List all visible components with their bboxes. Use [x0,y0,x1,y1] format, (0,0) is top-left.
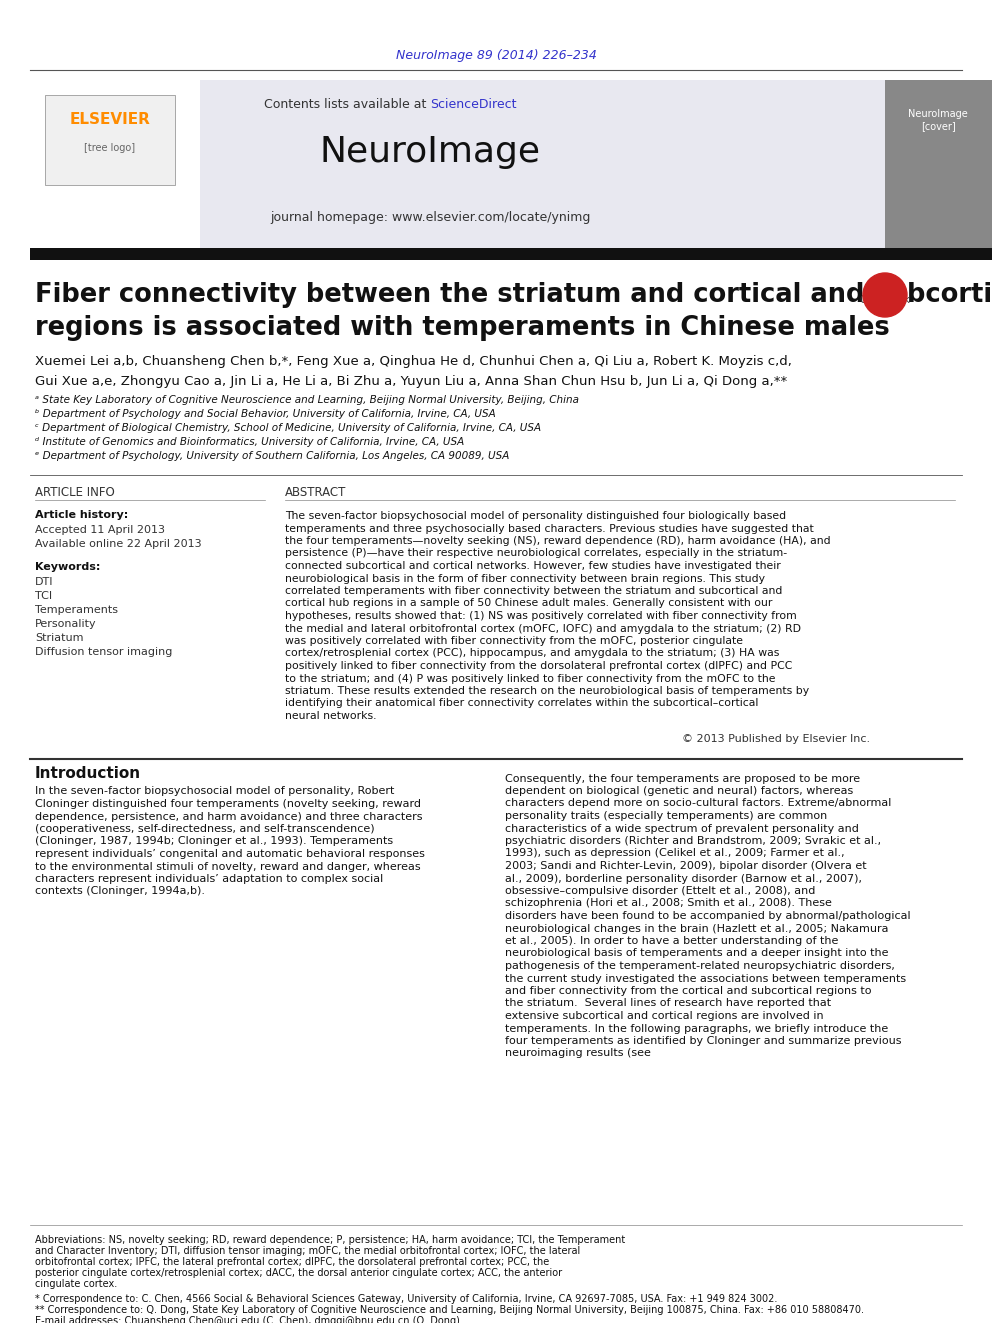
Text: al., 2009), borderline personality disorder (Barnow et al., 2007),: al., 2009), borderline personality disor… [505,873,862,884]
Text: ᵉ Department of Psychology, University of Southern California, Los Angeles, CA 9: ᵉ Department of Psychology, University o… [35,451,509,460]
Text: 2003; Sandi and Richter-Levin, 2009), bipolar disorder (Olvera et: 2003; Sandi and Richter-Levin, 2009), bi… [505,861,867,871]
Text: (Cloninger, 1987, 1994b; Cloninger et al., 1993). Temperaments: (Cloninger, 1987, 1994b; Cloninger et al… [35,836,393,847]
Text: contexts (Cloninger, 1994a,b).: contexts (Cloninger, 1994a,b). [35,886,205,897]
Text: neuroimaging results (see: neuroimaging results (see [505,1049,651,1058]
Text: to the striatum; and (4) P was positively linked to fiber connectivity from the : to the striatum; and (4) P was positivel… [285,673,776,684]
Text: schizophrenia (Hori et al., 2008; Smith et al., 2008). These: schizophrenia (Hori et al., 2008; Smith … [505,898,832,909]
Text: correlated temperaments with fiber connectivity between the striatum and subcort: correlated temperaments with fiber conne… [285,586,783,595]
Text: journal homepage: www.elsevier.com/locate/ynimg: journal homepage: www.elsevier.com/locat… [270,212,590,225]
Text: cingulate cortex.: cingulate cortex. [35,1279,117,1289]
Text: Cloninger distinguished four temperaments (novelty seeking, reward: Cloninger distinguished four temperament… [35,799,421,808]
Text: DTI: DTI [35,577,54,587]
Text: temperaments. In the following paragraphs, we briefly introduce the: temperaments. In the following paragraph… [505,1024,888,1033]
Text: the medial and lateral orbitofrontal cortex (mOFC, IOFC) and amygdala to the str: the medial and lateral orbitofrontal cor… [285,623,801,634]
Text: extensive subcortical and cortical regions are involved in: extensive subcortical and cortical regio… [505,1011,823,1021]
Text: © 2013 Published by Elsevier Inc.: © 2013 Published by Elsevier Inc. [682,733,870,744]
Text: personality traits (especially temperaments) are common: personality traits (especially temperame… [505,811,827,822]
Text: ELSEVIER: ELSEVIER [69,112,151,127]
Bar [30,247,992,261]
Text: Striatum: Striatum [35,632,83,643]
Text: temperaments and three psychosocially based characters. Previous studies have su: temperaments and three psychosocially ba… [285,524,813,533]
Text: ᵇ Department of Psychology and Social Behavior, University of California, Irvine: ᵇ Department of Psychology and Social Be… [35,409,496,419]
Text: Fiber connectivity between the striatum and cortical and subcortical: Fiber connectivity between the striatum … [35,282,992,308]
Text: pathogenesis of the temperament-related neuropsychiatric disorders,: pathogenesis of the temperament-related … [505,960,895,971]
Text: Personality: Personality [35,619,96,628]
Text: TCI: TCI [35,591,53,601]
Text: dependence, persistence, and harm avoidance) and three characters: dependence, persistence, and harm avoida… [35,811,423,822]
Text: [tree logo]: [tree logo] [84,143,136,153]
Text: characters represent individuals’ adaptation to complex social: characters represent individuals’ adapta… [35,875,383,884]
Text: Xuemei Lei a,b, Chuansheng Chen b,*, Feng Xue a, Qinghua He d, Chunhui Chen a, Q: Xuemei Lei a,b, Chuansheng Chen b,*, Fen… [35,356,792,369]
Text: Introduction: Introduction [35,766,141,781]
FancyBboxPatch shape [30,79,200,250]
Text: characteristics of a wide spectrum of prevalent personality and: characteristics of a wide spectrum of pr… [505,823,859,833]
Text: neurobiological basis in the form of fiber connectivity between brain regions. T: neurobiological basis in the form of fib… [285,573,765,583]
Text: CrossMark: CrossMark [860,295,911,306]
Text: cortex/retrosplenial cortex (PCC), hippocampus, and amygdala to the striatum; (3: cortex/retrosplenial cortex (PCC), hippo… [285,648,780,659]
Bar [885,79,992,250]
Text: Accepted 11 April 2013: Accepted 11 April 2013 [35,525,165,534]
Text: striatum. These results extended the research on the neurobiological basis of te: striatum. These results extended the res… [285,687,809,696]
Text: E-mail addresses: Chuansheng.Chen@uci.edu (C. Chen), dmgqi@bnu.edu.cn (Q. Dong).: E-mail addresses: Chuansheng.Chen@uci.ed… [35,1316,463,1323]
Text: the current study investigated the associations between temperaments: the current study investigated the assoc… [505,974,906,983]
Text: the four temperaments—novelty seeking (NS), reward dependence (RD), harm avoidan: the four temperaments—novelty seeking (N… [285,536,830,546]
Text: ᶜ Department of Biological Chemistry, School of Medicine, University of Californ: ᶜ Department of Biological Chemistry, Sc… [35,423,541,433]
Text: Consequently, the four temperaments are proposed to be more: Consequently, the four temperaments are … [505,774,860,783]
Text: identifying their anatomical fiber connectivity correlates within the subcortica: identifying their anatomical fiber conne… [285,699,758,709]
Text: NeuroImage 89 (2014) 226–234: NeuroImage 89 (2014) 226–234 [396,49,596,61]
Text: ᵈ Institute of Genomics and Bioinformatics, University of California, Irvine, CA: ᵈ Institute of Genomics and Bioinformati… [35,437,464,447]
Text: Contents lists available at: Contents lists available at [264,98,430,111]
Text: the striatum.  Several lines of research have reported that: the striatum. Several lines of research … [505,999,831,1008]
Text: The seven-factor biopsychosocial model of personality distinguished four biologi: The seven-factor biopsychosocial model o… [285,511,786,521]
Text: posterior cingulate cortex/retrosplenial cortex; dACC, the dorsal anterior cingu: posterior cingulate cortex/retrosplenial… [35,1267,562,1278]
Text: ** Correspondence to: Q. Dong, State Key Laboratory of Cognitive Neuroscience an: ** Correspondence to: Q. Dong, State Key… [35,1304,864,1315]
Text: 1993), such as depression (Celikel et al., 2009; Farmer et al.,: 1993), such as depression (Celikel et al… [505,848,844,859]
Text: Keywords:: Keywords: [35,562,100,572]
Text: NeuroImage
[cover]: NeuroImage [cover] [908,110,968,131]
Text: * Correspondence to: C. Chen, 4566 Social & Behavioral Sciences Gateway, Univers: * Correspondence to: C. Chen, 4566 Socia… [35,1294,778,1304]
Text: neurobiological basis of temperaments and a deeper insight into the: neurobiological basis of temperaments an… [505,949,889,958]
Text: orbitofrontal cortex; lPFC, the lateral prefrontal cortex; dlPFC, the dorsolater: orbitofrontal cortex; lPFC, the lateral … [35,1257,550,1267]
Text: obsessive–compulsive disorder (Ettelt et al., 2008), and: obsessive–compulsive disorder (Ettelt et… [505,886,815,896]
Text: dependent on biological (genetic and neural) factors, whereas: dependent on biological (genetic and neu… [505,786,853,796]
Text: hypotheses, results showed that: (1) NS was positively correlated with fiber con: hypotheses, results showed that: (1) NS … [285,611,797,620]
Text: persistence (P)—have their respective neurobiological correlates, especially in : persistence (P)—have their respective ne… [285,549,787,558]
Text: was positively correlated with fiber connectivity from the mOFC, posterior cingu: was positively correlated with fiber con… [285,636,743,646]
Text: Article history:: Article history: [35,509,128,520]
Text: neurobiological changes in the brain (Hazlett et al., 2005; Nakamura: neurobiological changes in the brain (Ha… [505,923,889,934]
FancyBboxPatch shape [30,79,885,250]
Text: four temperaments as identified by Cloninger and summarize previous: four temperaments as identified by Cloni… [505,1036,902,1046]
Text: neural networks.: neural networks. [285,710,377,721]
Text: ᵃ State Key Laboratory of Cognitive Neuroscience and Learning, Beijing Normal Un: ᵃ State Key Laboratory of Cognitive Neur… [35,396,579,405]
Text: Gui Xue a,e, Zhongyu Cao a, Jin Li a, He Li a, Bi Zhu a, Yuyun Liu a, Anna Shan : Gui Xue a,e, Zhongyu Cao a, Jin Li a, He… [35,374,788,388]
Text: positively linked to fiber connectivity from the dorsolateral prefrontal cortex : positively linked to fiber connectivity … [285,662,793,671]
Text: (cooperativeness, self-directedness, and self-transcendence): (cooperativeness, self-directedness, and… [35,824,375,833]
Text: regions is associated with temperaments in Chinese males: regions is associated with temperaments … [35,315,890,341]
Text: represent individuals’ congenital and automatic behavioral responses: represent individuals’ congenital and au… [35,849,425,859]
Text: cortical hub regions in a sample of 50 Chinese adult males. Generally consistent: cortical hub regions in a sample of 50 C… [285,598,773,609]
Text: and fiber connectivity from the cortical and subcortical regions to: and fiber connectivity from the cortical… [505,986,872,996]
Text: psychiatric disorders (Richter and Brandstrom, 2009; Svrakic et al.,: psychiatric disorders (Richter and Brand… [505,836,881,845]
Text: disorders have been found to be accompanied by abnormal/pathological: disorders have been found to be accompan… [505,912,911,921]
Text: connected subcortical and cortical networks. However, few studies have investiga: connected subcortical and cortical netwo… [285,561,781,572]
Text: characters depend more on socio-cultural factors. Extreme/abnormal: characters depend more on socio-cultural… [505,799,892,808]
Text: In the seven-factor biopsychosocial model of personality, Robert: In the seven-factor biopsychosocial mode… [35,786,395,796]
Text: and Character Inventory; DTI, diffusion tensor imaging; mOFC, the medial orbitof: and Character Inventory; DTI, diffusion … [35,1246,580,1256]
Text: Temperaments: Temperaments [35,605,118,615]
Bar [45,95,175,185]
Circle shape [863,273,907,318]
Text: Available online 22 April 2013: Available online 22 April 2013 [35,538,201,549]
Text: Diffusion tensor imaging: Diffusion tensor imaging [35,647,173,658]
Text: ABSTRACT: ABSTRACT [285,486,346,499]
Text: NeuroImage: NeuroImage [319,135,541,169]
Text: ARTICLE INFO: ARTICLE INFO [35,486,115,499]
Text: ScienceDirect: ScienceDirect [430,98,517,111]
Text: Abbreviations: NS, novelty seeking; RD, reward dependence; P, persistence; HA, h: Abbreviations: NS, novelty seeking; RD, … [35,1234,625,1245]
Text: et al., 2005). In order to have a better understanding of the: et al., 2005). In order to have a better… [505,935,838,946]
Text: to the environmental stimuli of novelty, reward and danger, whereas: to the environmental stimuli of novelty,… [35,861,421,872]
